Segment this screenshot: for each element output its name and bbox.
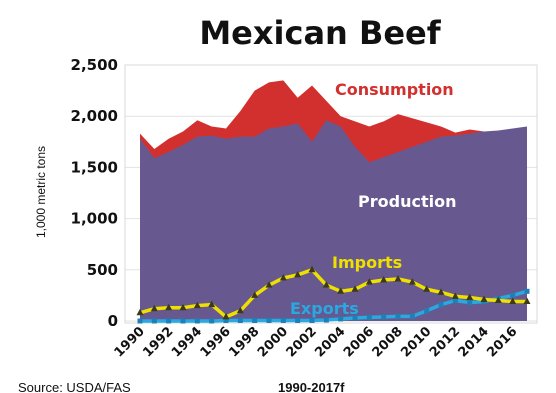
imports-point: [480, 295, 488, 302]
imports-point: [494, 296, 502, 304]
exports-point: [209, 318, 215, 324]
imports-point: [279, 273, 287, 281]
exports-line: [140, 289, 528, 323]
imports-point: [437, 288, 445, 295]
imports-point: [451, 292, 459, 299]
y-tick-label: 0: [108, 312, 118, 330]
exports-point: [424, 308, 430, 314]
imports-point: [337, 287, 345, 294]
plot-border: [124, 64, 538, 324]
imports-point: [179, 303, 187, 311]
imports-point: [351, 285, 359, 292]
y-tick-label: 2,500: [71, 56, 118, 74]
exports-point: [366, 314, 372, 320]
production-annotation: Production: [358, 192, 456, 211]
exports-point: [524, 288, 530, 294]
imports-point: [423, 285, 431, 292]
exports-point: [280, 317, 286, 323]
exports-point: [438, 302, 444, 308]
imports-point: [208, 300, 216, 308]
imports-point: [466, 293, 474, 300]
imports-point: [222, 312, 230, 320]
exports-point: [395, 313, 401, 319]
imports-point: [193, 301, 201, 309]
imports-annotation: Imports: [332, 253, 402, 272]
exports-point: [467, 300, 473, 306]
imports-point: [394, 275, 402, 282]
imports-point: [294, 270, 302, 278]
y-tick-label: 1,000: [71, 210, 118, 228]
exports-point: [338, 316, 344, 322]
exports-point: [352, 315, 358, 321]
chart-title: Mexican Beef: [199, 14, 441, 52]
exports-point: [323, 317, 329, 323]
imports-point: [408, 278, 416, 285]
imports-point: [523, 297, 531, 305]
imports-point: [380, 276, 388, 283]
exports-point: [266, 317, 272, 323]
period-label: 1990-2017f: [278, 380, 345, 393]
production-area: [140, 120, 527, 322]
imports-point: [236, 306, 244, 314]
y-tick-label: 2,000: [71, 107, 118, 125]
exports-point: [151, 318, 157, 324]
exports-point: [309, 317, 315, 323]
imports-point: [251, 291, 259, 298]
imports-line: [139, 268, 527, 319]
imports-point: [365, 278, 373, 285]
exports-point: [381, 314, 387, 320]
exports-point: [409, 313, 415, 319]
source-label: Source: USDA/FAS: [18, 380, 131, 393]
exports-point: [510, 292, 516, 298]
y-tick-label: 500: [87, 261, 118, 279]
exports-point: [137, 318, 143, 324]
imports-point: [165, 303, 173, 311]
consumption-annotation: Consumption: [335, 80, 454, 99]
y-axis-label: 1,000 metric tons: [34, 146, 48, 238]
exports-point: [166, 318, 172, 324]
exports-point: [223, 317, 229, 323]
imports-point: [150, 304, 158, 312]
plot-area: [124, 64, 538, 324]
imports-point: [509, 297, 517, 305]
imports-point: [136, 308, 144, 316]
exports-point: [252, 317, 258, 323]
exports-point: [237, 317, 243, 323]
imports-point: [308, 265, 316, 273]
exports-point: [194, 318, 200, 324]
exports-point: [452, 298, 458, 304]
imports-point: [265, 281, 273, 288]
y-tick-label: 1,500: [71, 158, 118, 176]
exports-annotation: Exports: [290, 299, 359, 318]
imports-point: [322, 281, 330, 288]
exports-point: [295, 317, 301, 323]
exports-point: [180, 318, 186, 324]
